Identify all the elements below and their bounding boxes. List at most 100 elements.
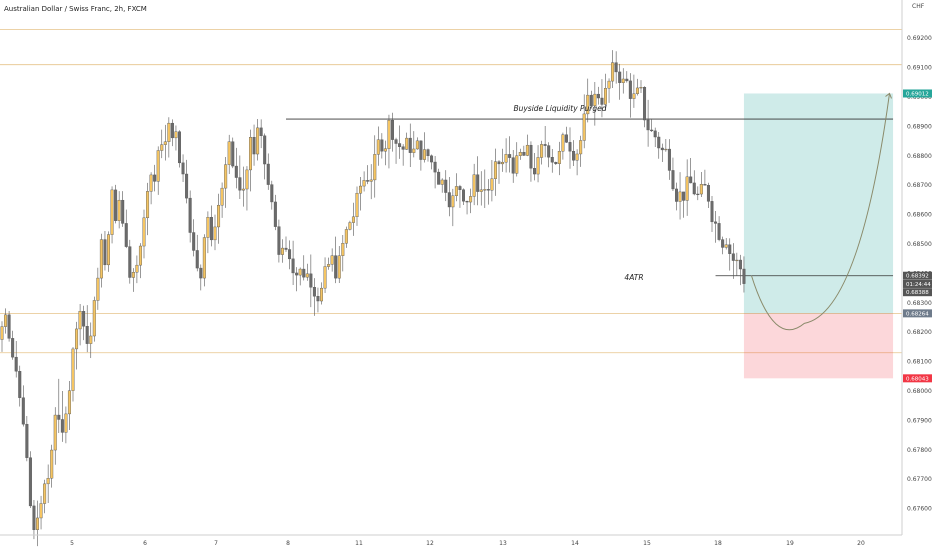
candle-body xyxy=(57,414,61,420)
candle-body xyxy=(266,163,270,185)
candle-body xyxy=(75,328,79,350)
candle-body xyxy=(376,139,380,155)
candle-body xyxy=(593,93,597,106)
candle-body xyxy=(735,259,739,262)
candle-body xyxy=(639,87,643,89)
candle-body xyxy=(106,234,110,266)
candle-body xyxy=(408,137,412,153)
candle-body xyxy=(89,335,93,344)
candle-body xyxy=(721,239,725,248)
projection-path xyxy=(751,93,890,331)
time-axis[interactable]: 5 6 7 8 11 12 13 14 15 18 19 20 xyxy=(70,540,865,547)
candle-body xyxy=(128,246,132,278)
candle-body xyxy=(11,338,15,358)
candle-body xyxy=(533,168,537,175)
candle-body xyxy=(689,176,693,184)
candle-body xyxy=(391,119,395,140)
x-tick-label: 7 xyxy=(214,540,218,547)
candle-body xyxy=(224,164,228,189)
y-tick-label: 0.68500 xyxy=(907,241,932,248)
candle-body xyxy=(60,419,64,433)
candle-body xyxy=(714,221,718,224)
candle-body xyxy=(25,423,29,458)
candle-body xyxy=(469,196,473,203)
candle-body xyxy=(241,188,245,191)
candle-body xyxy=(671,170,675,190)
candle-body xyxy=(334,255,338,279)
candle-body xyxy=(678,191,682,202)
x-tick-label: 15 xyxy=(643,540,651,547)
candle-body xyxy=(206,217,210,238)
candle-body xyxy=(277,226,281,255)
candle-body xyxy=(437,171,441,185)
y-tick-label: 0.69200 xyxy=(907,35,932,42)
trade-box[interactable] xyxy=(743,93,894,379)
candle-body xyxy=(685,176,689,201)
candle-body xyxy=(518,152,522,156)
candle-body xyxy=(50,449,54,479)
y-tick-label: 0.68600 xyxy=(907,212,932,219)
candle-body xyxy=(28,457,32,507)
x-tick-label: 12 xyxy=(426,540,434,547)
candle-body xyxy=(547,145,551,158)
price-badges: 0.69012 0.68392 01:24:44 0.68388 0.68264 0.68… xyxy=(903,89,932,383)
candle-body xyxy=(288,249,292,260)
candle-body xyxy=(373,154,377,181)
candle-body xyxy=(728,244,732,254)
candle-body xyxy=(515,155,519,174)
price-badge-3 xyxy=(903,288,932,297)
candle-body xyxy=(667,148,671,171)
candle-body xyxy=(316,296,320,302)
candle-body xyxy=(501,161,505,165)
candle-body xyxy=(192,232,196,251)
candle-body xyxy=(625,78,629,82)
candle-body xyxy=(96,277,100,301)
candle-body xyxy=(557,151,561,164)
candle-body xyxy=(419,140,423,160)
candle-body xyxy=(632,93,636,99)
stop-zone[interactable] xyxy=(743,313,894,379)
candle-body xyxy=(426,149,430,157)
atr-label: 4ATR xyxy=(624,273,643,282)
candle-body xyxy=(451,195,455,208)
y-tick-label: 0.68800 xyxy=(907,153,932,160)
candle-body xyxy=(64,413,68,433)
candle-body xyxy=(344,229,348,244)
candle-body xyxy=(39,503,43,519)
candle-body xyxy=(202,237,206,279)
candle-body xyxy=(323,266,327,289)
x-tick-label: 20 xyxy=(857,540,865,547)
candle-body xyxy=(653,130,657,138)
candle-body xyxy=(341,243,345,256)
y-tick-label: 0.68900 xyxy=(907,123,932,130)
candle-body xyxy=(355,192,359,218)
candle-body xyxy=(4,314,8,327)
candle-body xyxy=(738,259,742,270)
candle-body xyxy=(234,165,238,178)
x-tick-label: 14 xyxy=(571,540,579,547)
buyside-liquidity-label: Buyside Liquidity Purged xyxy=(513,104,606,113)
candle-body xyxy=(14,356,18,372)
candle-body xyxy=(493,161,497,179)
x-tick-label: 19 xyxy=(786,540,794,547)
candle-body xyxy=(479,189,483,192)
candle-body xyxy=(582,113,586,141)
y-tick-label: 0.69100 xyxy=(907,65,932,72)
candle-body xyxy=(522,152,526,156)
candle-body xyxy=(660,147,664,151)
candle-body xyxy=(596,93,600,99)
candle-body xyxy=(692,182,696,195)
candle-body xyxy=(540,144,544,158)
candle-body xyxy=(131,272,135,278)
candle-body xyxy=(415,140,419,150)
candle-body xyxy=(440,179,444,185)
profit-zone[interactable] xyxy=(743,93,894,314)
candle-body xyxy=(383,148,387,152)
candle-body xyxy=(543,144,547,146)
candle-body xyxy=(78,311,82,330)
candle-body xyxy=(536,157,540,175)
candle-body xyxy=(227,141,231,165)
candle-body xyxy=(124,223,128,247)
